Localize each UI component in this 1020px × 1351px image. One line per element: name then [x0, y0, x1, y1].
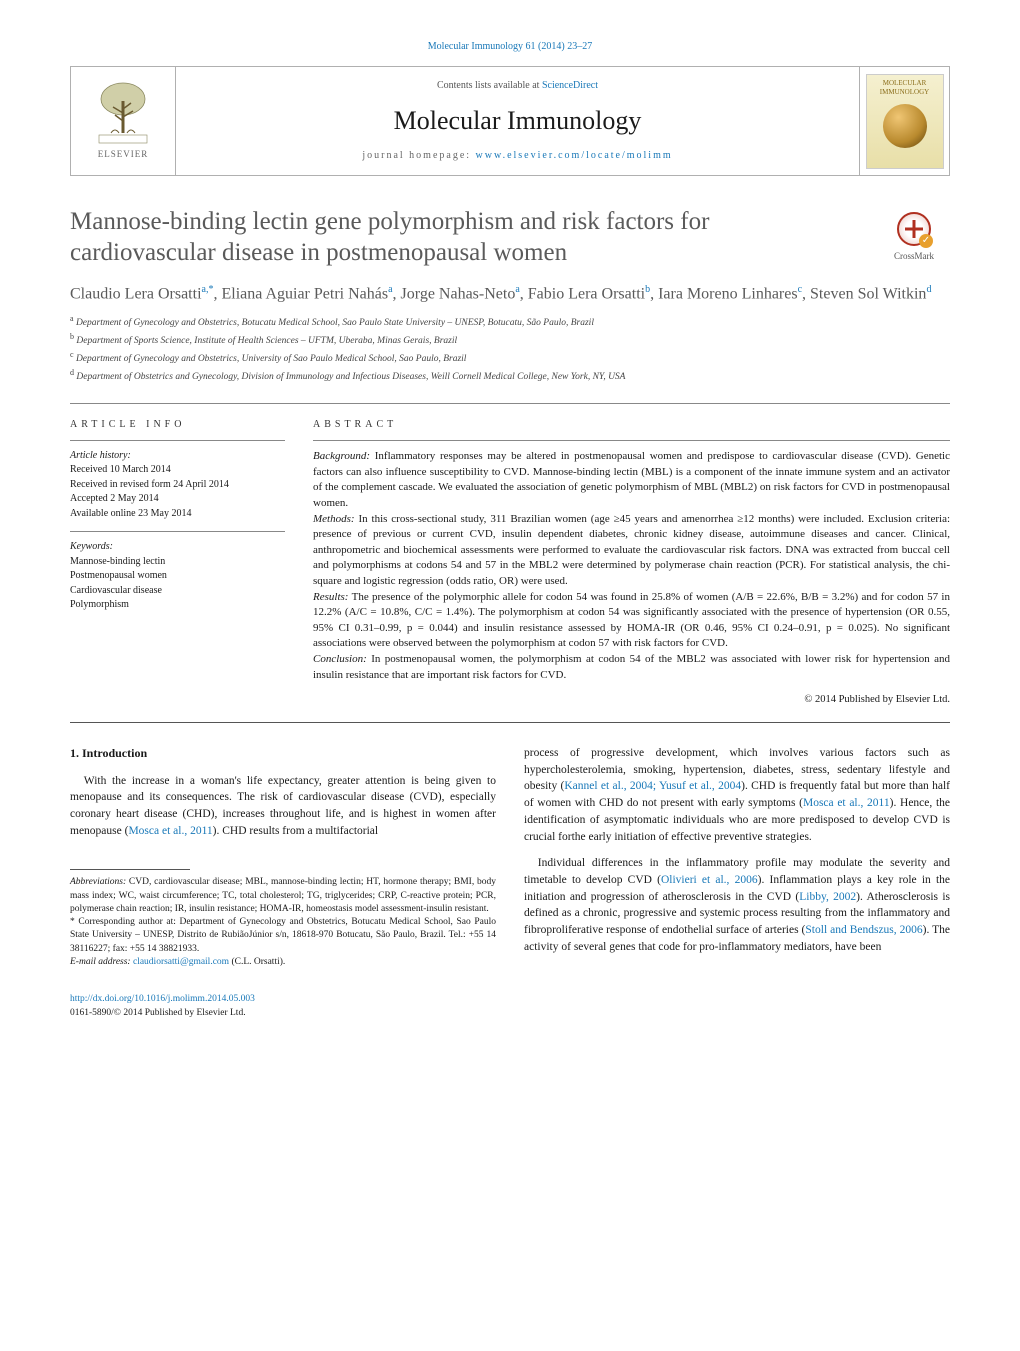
history-line: Received in revised form 24 April 2014: [70, 478, 285, 493]
journal-name: Molecular Immunology: [394, 103, 642, 139]
section-heading-introduction: 1. Introduction: [70, 745, 496, 762]
rule: [70, 403, 950, 404]
publisher-logo: ELSEVIER: [71, 67, 176, 175]
article-info-panel: ARTICLE INFO Article history: Received 1…: [70, 418, 285, 708]
rule: [70, 440, 285, 441]
corresponding-label: * Corresponding author at:: [70, 917, 176, 927]
author-list: Claudio Lera Orsattia,*, Eliana Aguiar P…: [70, 283, 950, 306]
contents-available-line: Contents lists available at ScienceDirec…: [437, 79, 598, 93]
citation-link[interactable]: Mosca et al., 2011: [803, 797, 890, 809]
citation-link[interactable]: Mosca et al., 2011: [128, 825, 212, 837]
article-body: 1. Introduction With the increase in a w…: [70, 745, 950, 969]
abstract-conclusion-label: Conclusion:: [313, 653, 367, 665]
issn-copyright: 0161-5890/© 2014 Published by Elsevier L…: [70, 1008, 246, 1018]
abstract-background-label: Background:: [313, 450, 370, 462]
running-head: Molecular Immunology 61 (2014) 23–27: [70, 40, 950, 54]
abstract-methods-label: Methods:: [313, 513, 355, 525]
citation-link[interactable]: Stoll and Bendszus, 2006: [805, 924, 922, 936]
journal-homepage-link[interactable]: www.elsevier.com/locate/molimm: [476, 150, 673, 161]
crossmark-label: CrossMark: [878, 250, 950, 263]
affiliations: a Department of Gynecology and Obstetric…: [70, 313, 950, 385]
abbreviations-label: Abbreviations:: [70, 877, 126, 887]
doi-link[interactable]: http://dx.doi.org/10.1016/j.molimm.2014.…: [70, 994, 255, 1004]
keyword: Cardiovascular disease: [70, 584, 285, 599]
abstract-copyright: © 2014 Published by Elsevier Ltd.: [313, 693, 950, 708]
homepage-prefix: journal homepage:: [362, 150, 475, 161]
history-line: Accepted 2 May 2014: [70, 492, 285, 507]
rule: [70, 722, 950, 723]
email-attribution: (C.L. Orsatti).: [229, 957, 285, 967]
abstract: ABSTRACT Background: Inflammatory respon…: [313, 418, 950, 708]
keywords-label: Keywords:: [70, 540, 285, 555]
citation-link[interactable]: Olivieri et al., 2006: [661, 874, 758, 886]
doi-block: http://dx.doi.org/10.1016/j.molimm.2014.…: [70, 993, 950, 1020]
cover-title: MOLECULAR IMMUNOLOGY: [867, 79, 943, 99]
footnotes: Abbreviations: CVD, cardiovascular disea…: [70, 876, 496, 969]
history-label: Article history:: [70, 449, 285, 464]
footnote-rule: [70, 869, 190, 870]
keyword: Mannose-binding lectin: [70, 555, 285, 570]
article-info-heading: ARTICLE INFO: [70, 418, 285, 432]
keyword: Polymorphism: [70, 598, 285, 613]
abstract-results-label: Results:: [313, 591, 348, 603]
crossmark-badge[interactable]: ✓ CrossMark: [878, 206, 950, 263]
contents-prefix: Contents lists available at: [437, 80, 542, 91]
history-line: Available online 23 May 2014: [70, 507, 285, 522]
citation-link[interactable]: Kannel et al., 2004; Yusuf et al., 2004: [564, 780, 741, 792]
rule: [70, 531, 285, 532]
abstract-results: The presence of the polymorphic allele f…: [313, 591, 950, 650]
abstract-heading: ABSTRACT: [313, 418, 950, 432]
corresponding-email[interactable]: claudiorsatti@gmail.com: [133, 957, 229, 967]
keyword: Postmenopausal women: [70, 569, 285, 584]
body-text: ). CHD results from a multifactorial: [213, 825, 378, 837]
journal-cover-thumbnail: MOLECULAR IMMUNOLOGY: [859, 67, 949, 175]
abbreviations-text: CVD, cardiovascular disease; MBL, mannos…: [70, 877, 496, 914]
history-line: Received 10 March 2014: [70, 463, 285, 478]
sciencedirect-link[interactable]: ScienceDirect: [542, 80, 598, 91]
journal-header-box: ELSEVIER Contents lists available at Sci…: [70, 66, 950, 176]
email-label: E-mail address:: [70, 957, 131, 967]
journal-homepage-line: journal homepage: www.elsevier.com/locat…: [362, 149, 672, 163]
abstract-methods: In this cross-sectional study, 311 Brazi…: [313, 513, 950, 587]
header-center: Contents lists available at ScienceDirec…: [176, 67, 859, 175]
article-title: Mannose-binding lectin gene polymorphism…: [70, 206, 858, 269]
cover-globe-icon: [883, 104, 927, 148]
abstract-background: Inflammatory responses may be altered in…: [313, 450, 950, 509]
elsevier-tree-icon: [93, 81, 153, 146]
crossmark-icon: ✓: [897, 212, 931, 246]
publisher-name: ELSEVIER: [98, 148, 149, 161]
abstract-conclusion: In postmenopausal women, the polymorphis…: [313, 653, 950, 681]
citation-link[interactable]: Libby, 2002: [799, 891, 856, 903]
rule: [313, 440, 950, 441]
